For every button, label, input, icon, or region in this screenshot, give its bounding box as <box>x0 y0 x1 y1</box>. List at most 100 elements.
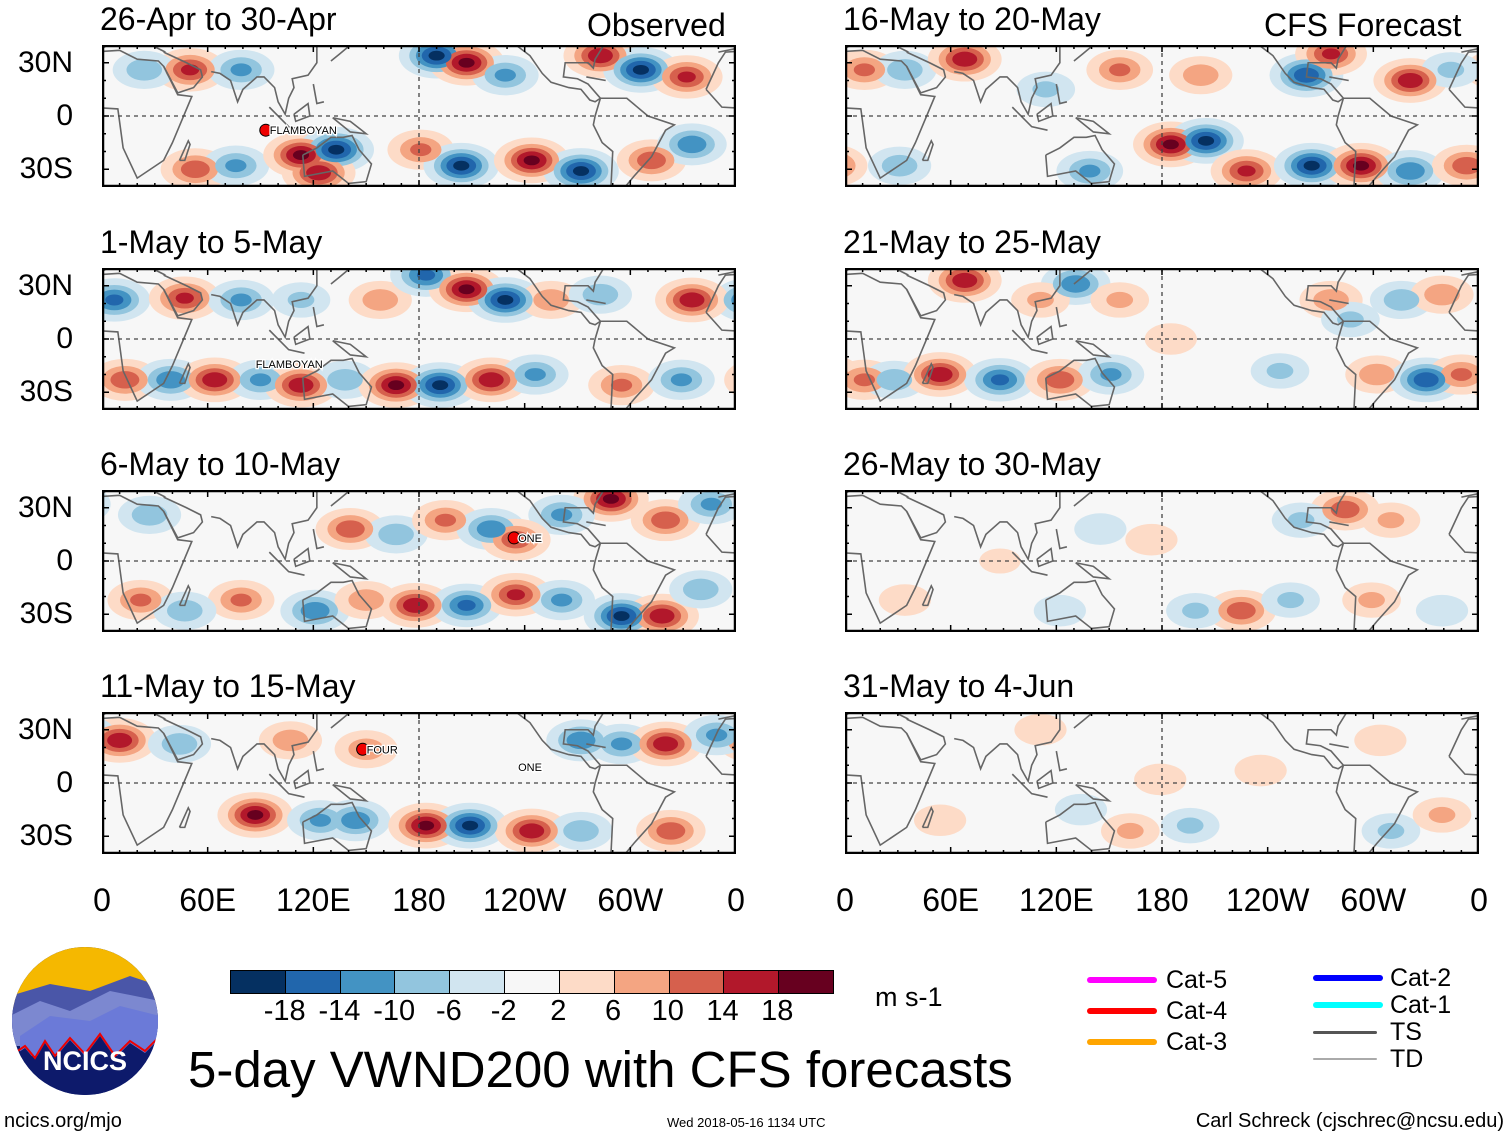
panel-frame <box>102 268 736 410</box>
coastline <box>211 45 318 117</box>
panel-title: 31-May to 4-Jun <box>843 668 1075 704</box>
coastline <box>1073 45 1094 62</box>
anomaly-contour <box>679 292 705 308</box>
anomaly-contour <box>1197 135 1215 146</box>
coastline <box>268 773 305 798</box>
anomaly-contour <box>432 380 449 391</box>
lat-tick-label: 0 <box>56 544 73 577</box>
anomaly-contour <box>952 51 978 67</box>
legend-label: Cat-3 <box>1166 1028 1228 1056</box>
coastline <box>178 805 191 829</box>
anomaly-contour <box>388 380 405 391</box>
anomaly-contour <box>416 269 436 281</box>
lon-tick-label: 120E <box>1018 882 1094 918</box>
coastline <box>586 299 606 305</box>
coastline <box>330 712 351 729</box>
lat-tick-label: 0 <box>56 322 73 355</box>
coastline <box>1461 47 1479 53</box>
coastline <box>1044 134 1116 185</box>
anomaly-contour <box>180 64 200 76</box>
anomaly-contour <box>247 810 264 820</box>
coastline <box>211 490 318 562</box>
coastline <box>330 490 351 507</box>
map-panel: FOUR ONE <box>102 712 736 854</box>
coastline <box>845 716 936 847</box>
anomaly-contour <box>1182 64 1219 86</box>
map-panel <box>845 45 1479 187</box>
map-panel: ONE <box>102 490 736 632</box>
colorbar-label: 2 <box>550 995 567 1027</box>
coastline <box>1044 357 1116 408</box>
anomaly-contour <box>551 508 573 522</box>
anomaly-contour <box>1045 371 1075 389</box>
coastline <box>301 134 373 185</box>
anomaly-contour <box>1354 724 1407 757</box>
coastline <box>330 45 351 62</box>
coastline <box>954 490 1061 562</box>
coastline <box>301 801 373 852</box>
coastline <box>1055 83 1068 105</box>
observed-label: Observed <box>587 7 726 43</box>
coastline <box>178 138 191 162</box>
figure-title: 5-day VWND200 with CFS forecasts <box>188 1041 1013 1098</box>
anomaly-contour <box>130 593 152 607</box>
anomaly-contour <box>1226 601 1256 620</box>
anomaly-contour <box>1032 81 1060 98</box>
coastline <box>268 551 305 576</box>
coastline <box>1335 764 1420 854</box>
anomaly-contour <box>1358 591 1385 609</box>
anomaly-contour <box>1162 139 1179 150</box>
anomaly-contour <box>649 608 675 624</box>
coastline <box>102 272 193 403</box>
coastline <box>905 718 947 761</box>
anomaly-contour <box>651 511 681 529</box>
coastline <box>1036 547 1054 568</box>
anomaly-contour <box>1377 512 1405 529</box>
coastline <box>921 361 934 385</box>
colorbar-swatch <box>395 971 451 993</box>
legend-label: TD <box>1390 1045 1424 1073</box>
anomaly-contour <box>328 144 345 155</box>
footer-link[interactable]: ncics.org/mjo <box>4 1110 122 1132</box>
anomaly-contour <box>166 599 203 622</box>
anomaly-contour <box>1106 291 1134 309</box>
coastline <box>1073 268 1094 285</box>
anomaly-contour <box>434 513 457 527</box>
lat-tick-label: 30S <box>19 819 73 853</box>
coastline <box>1335 542 1420 632</box>
anomaly-contour <box>230 593 252 607</box>
coastline <box>1075 783 1112 802</box>
coastline <box>845 49 936 180</box>
anomaly-contour <box>497 295 514 305</box>
anomaly-contour <box>700 497 722 511</box>
anomaly-contour <box>1303 160 1320 171</box>
colorbar-label: 6 <box>605 995 622 1027</box>
coastline <box>162 718 204 761</box>
lon-tick-label: 60E <box>179 882 237 918</box>
anomaly-contour <box>551 593 573 607</box>
coastline <box>845 272 936 403</box>
anomaly-contour <box>682 578 719 601</box>
anomaly-contour <box>272 729 309 752</box>
coastline <box>845 494 936 625</box>
lat-tick-label: 30S <box>19 375 73 409</box>
coastline <box>332 561 369 580</box>
map-panel <box>845 490 1479 632</box>
coastline <box>1075 339 1112 358</box>
coastline <box>312 750 325 772</box>
lon-tick-label: 0 <box>836 882 854 918</box>
lon-tick-label: 0 <box>1470 882 1488 918</box>
coastline <box>312 83 325 105</box>
colorbar-swatch <box>559 971 615 993</box>
anomaly-contour <box>1452 156 1479 175</box>
coastline <box>718 270 736 276</box>
coastline <box>293 325 311 346</box>
lon-tick-label: 0 <box>93 882 111 918</box>
lon-tick-label: 60W <box>597 882 664 918</box>
colorbar-swatch <box>450 971 506 993</box>
anomaly-contour <box>300 601 330 620</box>
lon-tick-label: 180 <box>392 882 446 918</box>
anomaly-contour <box>1266 362 1294 380</box>
colorbar-swatch <box>285 971 341 993</box>
